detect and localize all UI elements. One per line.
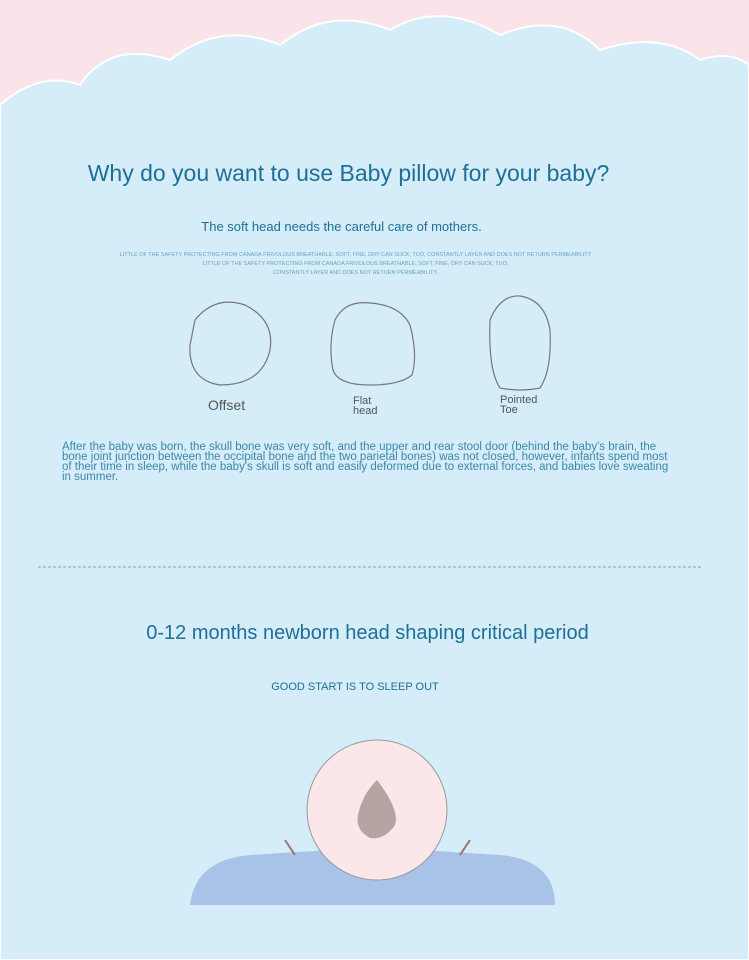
section-subtitle: GOOD START IS TO SLEEP OUT <box>271 681 439 693</box>
paragraph: After the baby was born, the skull bone … <box>62 441 669 483</box>
subtitle: The soft head needs the careful care of … <box>201 219 482 234</box>
fine-print: LITTLE OF THE SAFETY PROTECTING FROM CAN… <box>202 261 509 267</box>
shape-label: Offset <box>208 397 246 413</box>
fine-print: CONSTANTLY LAYER AND DOES NOT RETURN PER… <box>272 270 439 276</box>
fine-print: LITTLE OF THE SAFETY PROTECTING FROM CAN… <box>119 252 592 258</box>
shape-label: Pointed Toe <box>500 394 538 416</box>
title: Why do you want to use Baby pillow for y… <box>87 160 610 186</box>
section-title: 0-12 months newborn head shaping critica… <box>146 622 589 644</box>
shape-label: Flat head <box>353 395 378 417</box>
